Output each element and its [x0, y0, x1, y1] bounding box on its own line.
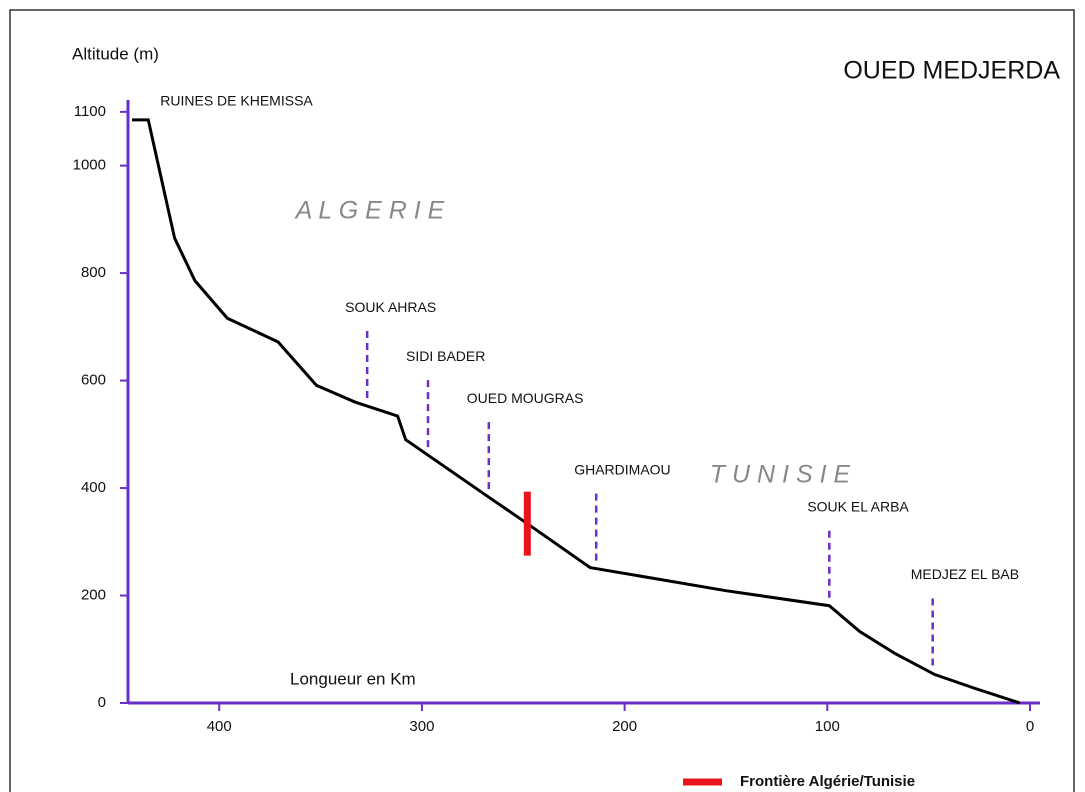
y-tick-label: 600 — [81, 372, 106, 389]
region-label: T U N I S I E — [710, 461, 851, 489]
station-label: OUED MOUGRAS — [467, 390, 584, 406]
region-label: A L G E R I E — [294, 197, 445, 225]
x-axis-label: Longueur en Km — [290, 669, 416, 688]
y-tick-label: 0 — [98, 694, 106, 711]
y-axis-label: Altitude (m) — [72, 44, 159, 63]
chart-title: OUED MEDJERDA — [843, 57, 1060, 85]
station-label: RUINES DE KHEMISSA — [160, 93, 313, 109]
y-tick-label: 1100 — [74, 103, 106, 120]
profile-line — [132, 118, 1021, 705]
legend-label: Frontière Algérie/Tunisie — [740, 773, 915, 790]
station-label: MEDJEZ EL BAB — [911, 566, 1019, 582]
station-label: SIDI BADER — [406, 348, 485, 364]
station-label: SOUK AHRAS — [345, 299, 436, 315]
station-label: GHARDIMAOU — [574, 461, 670, 477]
x-tick-label: 400 — [207, 718, 232, 735]
station-label: SOUK EL ARBA — [807, 498, 909, 514]
x-tick-label: 200 — [612, 718, 637, 735]
x-tick-label: 100 — [815, 718, 840, 735]
frame — [9, 9, 1075, 792]
y-tick-label: 400 — [81, 479, 106, 496]
x-tick-label: 300 — [409, 718, 434, 735]
y-tick-label: 800 — [81, 264, 106, 281]
y-tick-label: 1000 — [73, 157, 106, 174]
x-tick-label: 0 — [1026, 718, 1034, 735]
y-tick-label: 200 — [81, 586, 106, 603]
